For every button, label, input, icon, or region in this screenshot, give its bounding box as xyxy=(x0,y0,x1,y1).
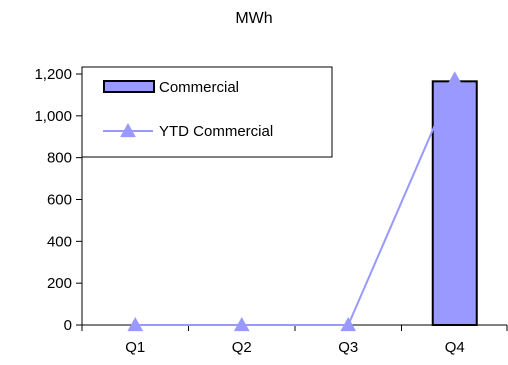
x-tick-label: Q3 xyxy=(338,339,358,356)
x-tick-label: Q4 xyxy=(445,339,465,356)
y-tick-label: 200 xyxy=(47,275,72,292)
legend-label-commercial: Commercial xyxy=(159,79,239,96)
series-line xyxy=(135,78,456,326)
y-tick-label: 0 xyxy=(64,317,72,334)
legend-swatch-bar xyxy=(103,80,155,93)
chart-title: MWh xyxy=(235,10,273,27)
line-point-marker xyxy=(233,316,250,332)
x-tick-label: Q2 xyxy=(232,339,252,356)
y-tick-label: 600 xyxy=(47,192,72,209)
y-tick-label: 1,200 xyxy=(34,66,72,83)
y-tick-label: 400 xyxy=(47,233,72,250)
y-tick-label: 800 xyxy=(47,150,72,167)
y-tick-label: 1,000 xyxy=(34,108,72,125)
legend-swatch-marker xyxy=(120,122,136,138)
line-point-marker xyxy=(127,316,144,332)
legend-label-ytd-commercial: YTD Commercial xyxy=(159,123,273,140)
x-tick-label: Q1 xyxy=(125,339,145,356)
bar xyxy=(431,80,478,326)
line-point-marker xyxy=(446,71,463,86)
line-point-marker xyxy=(340,316,357,332)
